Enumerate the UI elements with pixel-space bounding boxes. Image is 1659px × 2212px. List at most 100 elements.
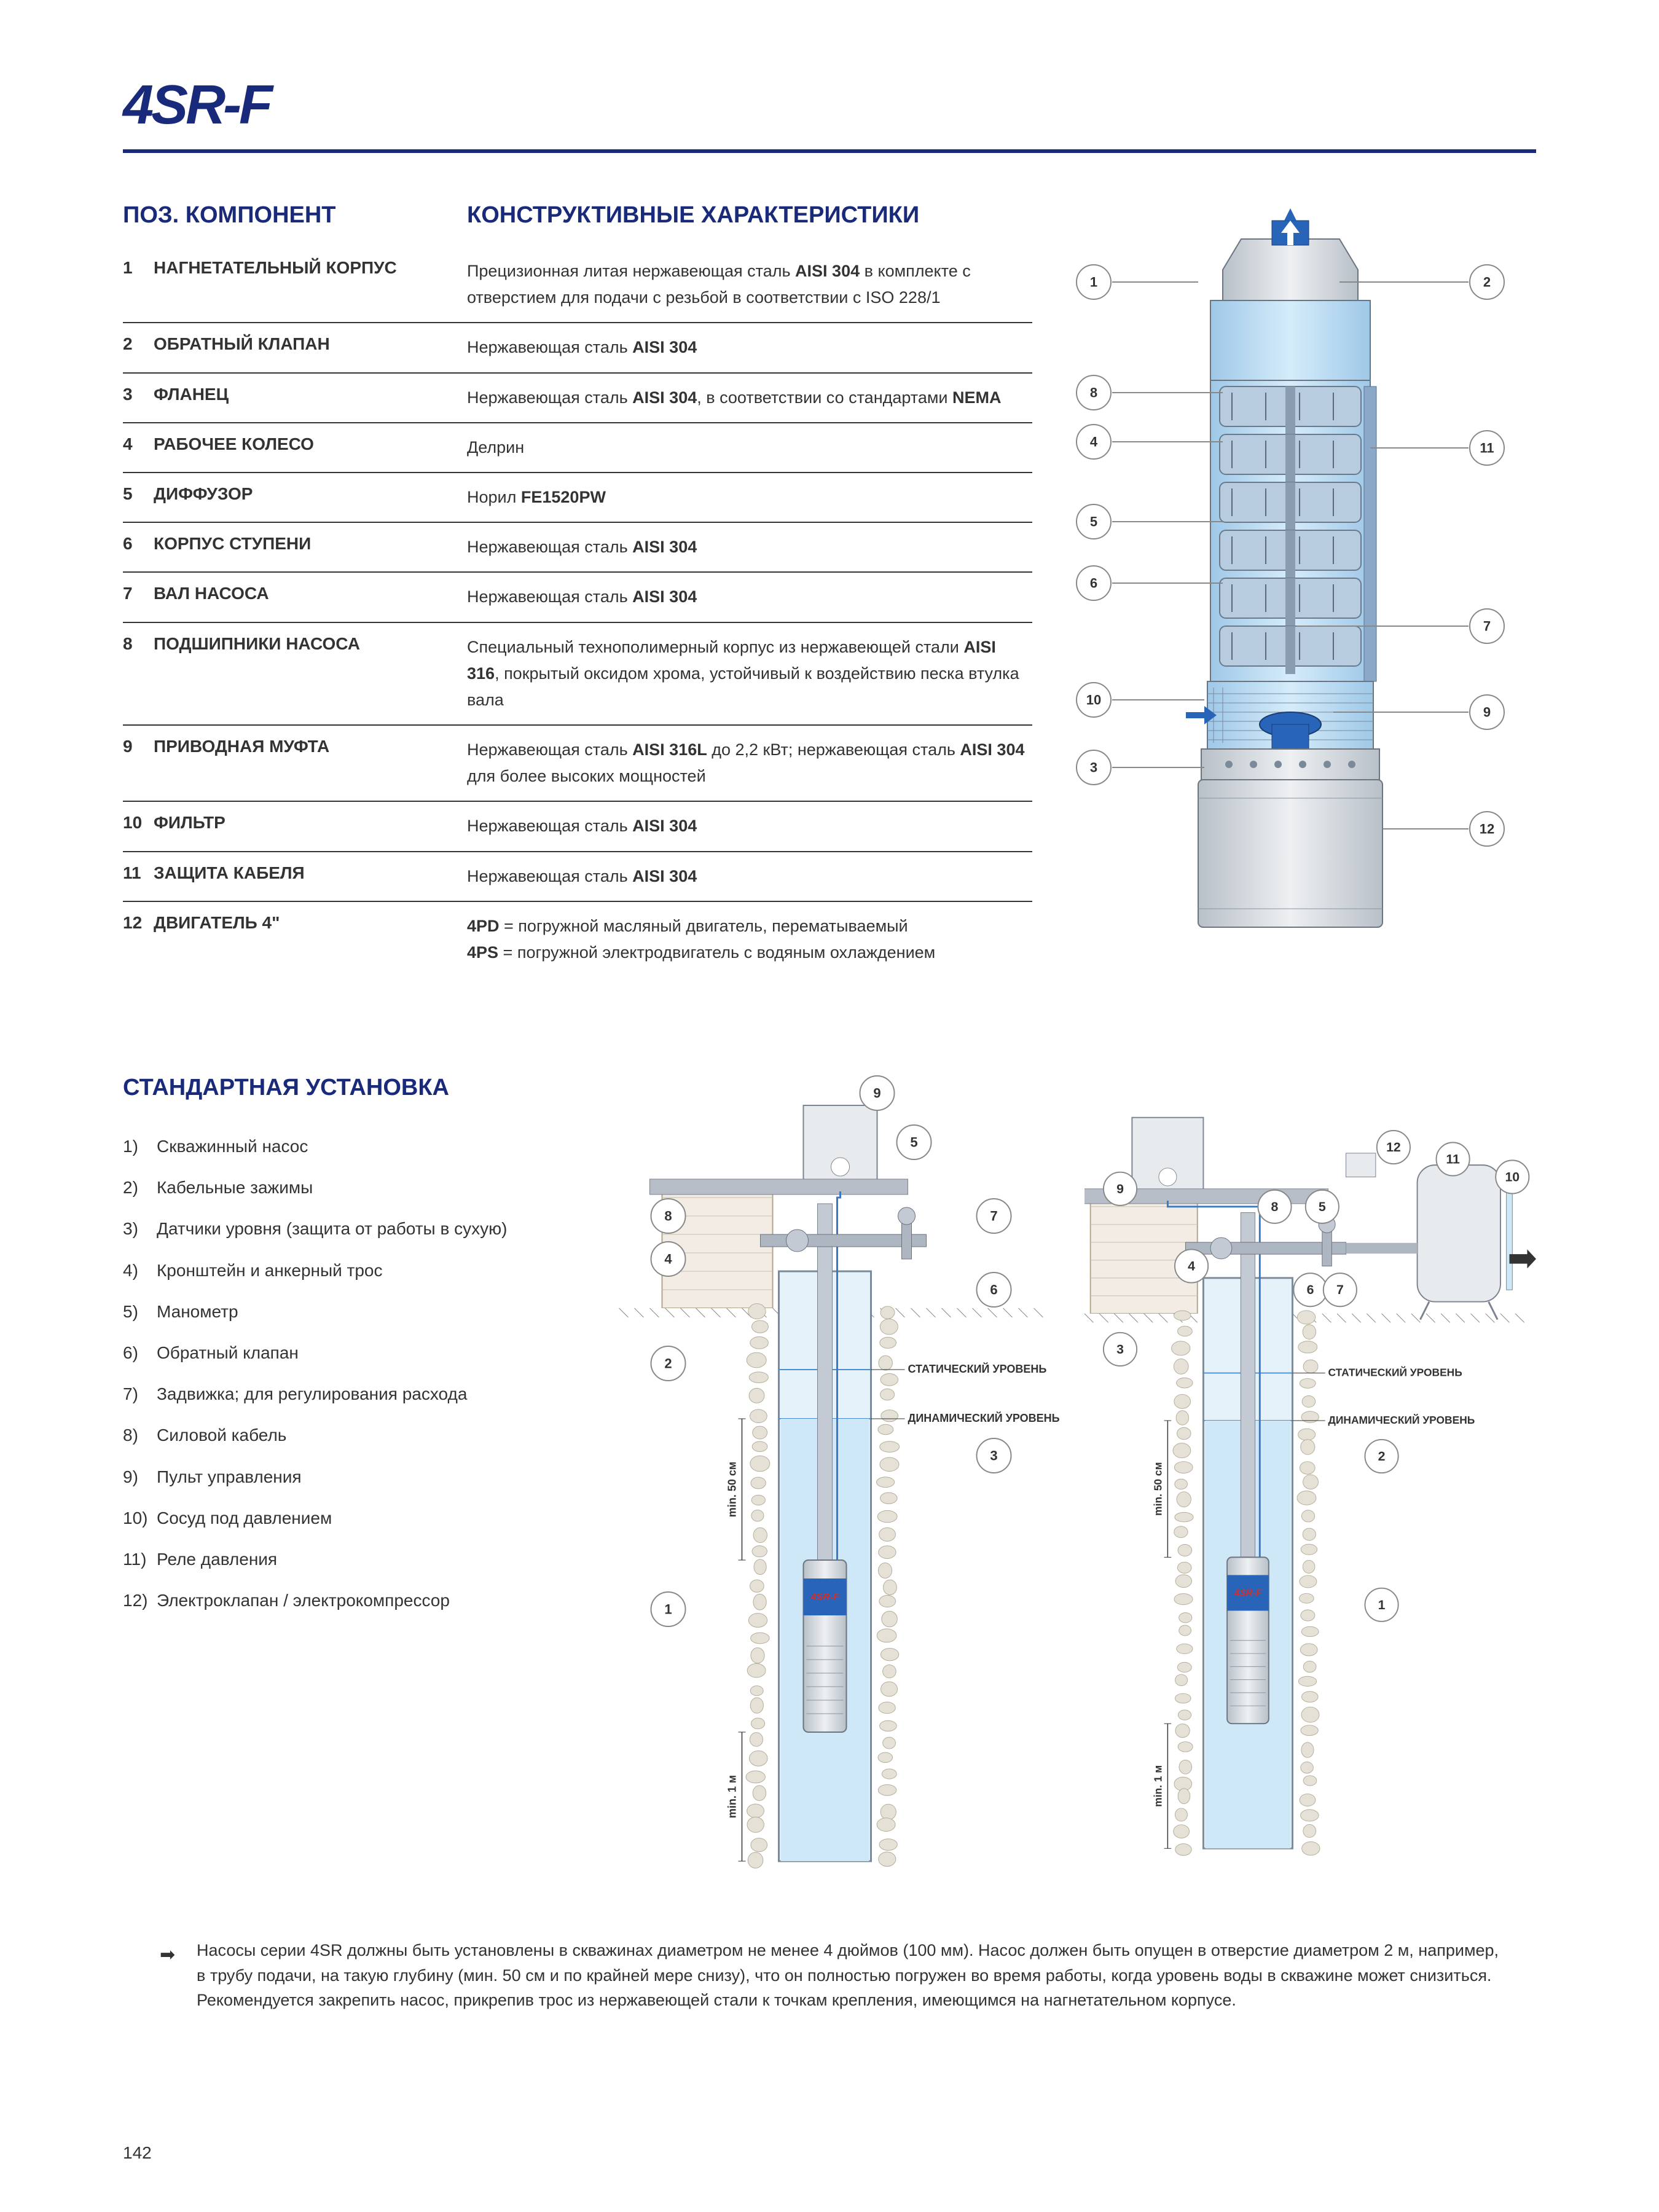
- svg-text:8: 8: [1090, 385, 1097, 401]
- spec-row: 10ФИЛЬТРНержавеющая сталь AISI 304: [123, 802, 1032, 852]
- spec-desc: Нержавеющая сталь AISI 304: [467, 863, 1032, 890]
- svg-text:9: 9: [1116, 1182, 1124, 1196]
- footer-note: ➡ Насосы серии 4SR должны быть установле…: [123, 1938, 1536, 2013]
- svg-text:12: 12: [1386, 1140, 1401, 1155]
- svg-text:min. 1 м: min. 1 м: [726, 1775, 739, 1818]
- svg-text:ДИНАМИЧЕСКИЙ УРОВЕНЬ: ДИНАМИЧЕСКИЙ УРОВЕНЬ: [1328, 1414, 1475, 1426]
- svg-text:11: 11: [1480, 441, 1494, 456]
- install-label: Силовой кабель: [157, 1426, 286, 1445]
- spec-desc: 4PD = погружной масляный двигатель, пере…: [467, 913, 1032, 966]
- spec-row: 8ПОДШИПНИКИ НАСОСАСпециальный технополим…: [123, 623, 1032, 726]
- install-item: 5)Манометр: [123, 1291, 578, 1332]
- spec-num: 9: [123, 737, 154, 756]
- svg-text:7: 7: [1483, 619, 1491, 634]
- spec-name: ФЛАНЕЦ: [154, 385, 467, 404]
- svg-text:min. 50 см: min. 50 см: [1152, 1462, 1164, 1516]
- svg-text:5: 5: [1090, 514, 1097, 530]
- install-num: 5): [123, 1300, 157, 1324]
- install-num: 9): [123, 1465, 157, 1489]
- spec-name: ПРИВОДНАЯ МУФТА: [154, 737, 467, 756]
- install-item: 9)Пульт управления: [123, 1456, 578, 1497]
- install-num: 3): [123, 1217, 157, 1241]
- install-item: 11)Реле давления: [123, 1539, 578, 1580]
- install-num: 7): [123, 1382, 157, 1406]
- spec-row: 5ДИФФУЗОРНорил FE1520PW: [123, 473, 1032, 523]
- svg-text:3: 3: [1116, 1342, 1124, 1357]
- spec-num: 10: [123, 813, 154, 833]
- spec-headers: ПОЗ. КОМПОНЕНТ КОНСТРУКТИВНЫЕ ХАРАКТЕРИС…: [123, 202, 1032, 229]
- install-item: 6)Обратный клапан: [123, 1332, 578, 1373]
- svg-text:3: 3: [990, 1448, 997, 1464]
- svg-text:3: 3: [1090, 760, 1097, 775]
- footer-text: Насосы серии 4SR должны быть установлены…: [197, 1941, 1499, 2009]
- spec-table: ПОЗ. КОМПОНЕНТ КОНСТРУКТИВНЫЕ ХАРАКТЕРИС…: [123, 202, 1032, 1001]
- diagram-a: 4SR-F min. 50 см min. 1 мСТАТИЧЕСКИЙ УРО…: [608, 1075, 1060, 1877]
- install-label: Электроклапан / электрокомпрессор: [157, 1591, 450, 1610]
- header-characteristics: КОНСТРУКТИВНЫЕ ХАРАКТЕРИСТИКИ: [467, 202, 1032, 229]
- spec-name: ПОДШИПНИКИ НАСОСА: [154, 634, 467, 654]
- spec-num: 4: [123, 434, 154, 454]
- svg-text:6: 6: [1307, 1282, 1314, 1297]
- svg-text:min. 50 см: min. 50 см: [726, 1462, 739, 1517]
- svg-text:7: 7: [1336, 1282, 1344, 1297]
- logo-underline: [123, 149, 1536, 153]
- svg-text:11: 11: [1446, 1151, 1460, 1166]
- svg-text:9: 9: [873, 1086, 880, 1101]
- spec-row: 7ВАЛ НАСОСАНержавеющая сталь AISI 304: [123, 573, 1032, 622]
- install-label: Реле давления: [157, 1550, 277, 1569]
- page-number: 142: [123, 2143, 152, 2163]
- spec-desc: Нержавеющая сталь AISI 304: [467, 534, 1032, 560]
- spec-num: 12: [123, 913, 154, 933]
- spec-desc: Нержавеющая сталь AISI 304, в соответств…: [467, 385, 1032, 411]
- arrow-icon: ➡: [160, 1941, 175, 1969]
- install-label: Кабельные зажимы: [157, 1178, 313, 1197]
- spec-num: 7: [123, 584, 154, 603]
- spec-row: 9ПРИВОДНАЯ МУФТАНержавеющая сталь AISI 3…: [123, 726, 1032, 802]
- svg-text:9: 9: [1483, 705, 1491, 720]
- svg-text:8: 8: [664, 1209, 672, 1224]
- spec-section: ПОЗ. КОМПОНЕНТ КОНСТРУКТИВНЫЕ ХАРАКТЕРИС…: [123, 202, 1536, 1001]
- spec-desc: Делрин: [467, 434, 1032, 461]
- install-item: 4)Кронштейн и анкерный трос: [123, 1250, 578, 1291]
- svg-text:min. 1 м: min. 1 м: [1152, 1765, 1164, 1807]
- install-label: Скважинный насос: [157, 1137, 308, 1156]
- svg-text:4: 4: [1090, 434, 1098, 450]
- spec-desc: Нержавеющая сталь AISI 316L до 2,2 кВт; …: [467, 737, 1032, 790]
- spec-row: 3ФЛАНЕЦНержавеющая сталь AISI 304, в соо…: [123, 374, 1032, 423]
- installation-legend: СТАНДАРТНАЯ УСТАНОВКА 1)Скважинный насос…: [123, 1075, 578, 1877]
- install-num: 4): [123, 1258, 157, 1282]
- install-num: 10): [123, 1506, 157, 1530]
- spec-num: 5: [123, 484, 154, 504]
- install-num: 8): [123, 1423, 157, 1447]
- install-num: 1): [123, 1134, 157, 1158]
- svg-text:5: 5: [910, 1135, 917, 1150]
- svg-text:СТАТИЧЕСКИЙ УРОВЕНЬ: СТАТИЧЕСКИЙ УРОВЕНЬ: [908, 1362, 1047, 1375]
- diagram-b: 4SR-F min. 50 см min. 1 м СТАТИЧЕСКИЙ УРО…: [1084, 1075, 1536, 1877]
- svg-text:4SR-F: 4SR-F: [1234, 1588, 1262, 1598]
- svg-text:2: 2: [664, 1356, 672, 1371]
- install-item: 12)Электроклапан / электрокомпрессор: [123, 1580, 578, 1621]
- spec-desc: Прецизионная литая нержавеющая сталь AIS…: [467, 258, 1032, 311]
- svg-text:4: 4: [1188, 1259, 1195, 1274]
- spec-row: 4РАБОЧЕЕ КОЛЕСОДелрин: [123, 423, 1032, 473]
- install-item: 8)Силовой кабель: [123, 1414, 578, 1456]
- install-num: 11): [123, 1547, 157, 1571]
- svg-text:8: 8: [1271, 1199, 1279, 1214]
- installation-section: СТАНДАРТНАЯ УСТАНОВКА 1)Скважинный насос…: [123, 1075, 1536, 1877]
- svg-text:10: 10: [1086, 692, 1101, 708]
- pump-cutaway-diagram: 128411567109312: [1057, 202, 1524, 1001]
- svg-text:5: 5: [1319, 1199, 1326, 1214]
- spec-num: 11: [123, 863, 154, 883]
- spec-name: ФИЛЬТР: [154, 813, 467, 833]
- installation-title: СТАНДАРТНАЯ УСТАНОВКА: [123, 1075, 578, 1101]
- svg-text:ДИНАМИЧЕСКИЙ УРОВЕНЬ: ДИНАМИЧЕСКИЙ УРОВЕНЬ: [908, 1411, 1060, 1424]
- svg-text:4: 4: [664, 1252, 672, 1267]
- spec-desc: Норил FE1520PW: [467, 484, 1032, 511]
- install-label: Датчики уровня (защита от работы в сухую…: [157, 1219, 507, 1238]
- svg-text:СТАТИЧЕСКИЙ УРОВЕНЬ: СТАТИЧЕСКИЙ УРОВЕНЬ: [1328, 1366, 1462, 1378]
- install-label: Манометр: [157, 1302, 238, 1321]
- installation-diagrams: 4SR-F min. 50 см min. 1 м СТАТИЧЕСКИЙ УРО…: [608, 1075, 1536, 1877]
- svg-text:2: 2: [1483, 275, 1491, 290]
- spec-row: 6КОРПУС СТУПЕНИНержавеющая сталь AISI 30…: [123, 523, 1032, 573]
- spec-num: 6: [123, 534, 154, 554]
